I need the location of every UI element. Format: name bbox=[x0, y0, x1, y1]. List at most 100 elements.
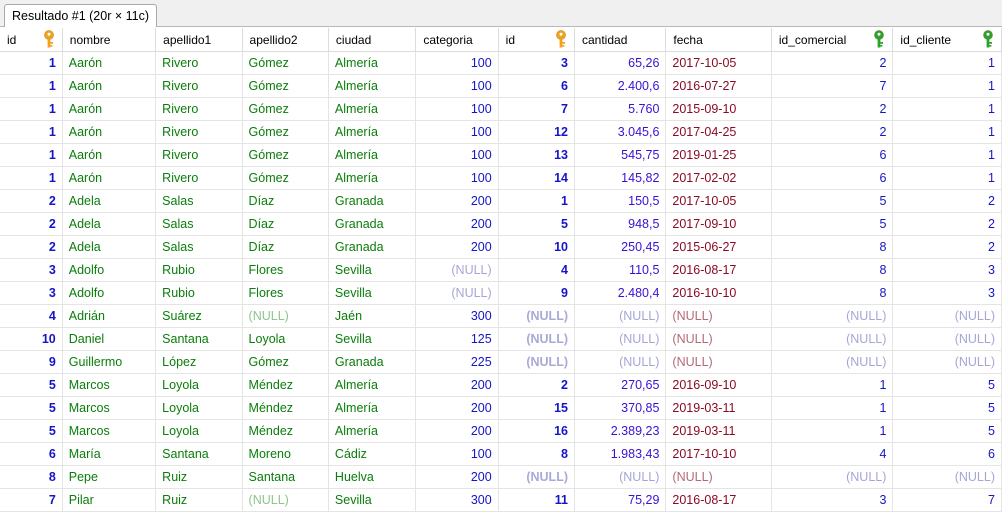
cell-id[interactable]: 8 bbox=[0, 465, 63, 489]
cell-id[interactable]: 1 bbox=[0, 74, 63, 98]
cell-fecha[interactable]: 2017-10-05 bbox=[665, 51, 772, 75]
cell-categoria[interactable]: 200 bbox=[415, 235, 499, 259]
cell-id-2[interactable]: 4 bbox=[498, 258, 576, 282]
cell-nombre[interactable]: Aarón bbox=[62, 143, 157, 167]
result-tab[interactable]: Resultado #1 (20r × 11c) bbox=[4, 4, 157, 27]
table-row[interactable]: 6 María Santana Moreno Cádiz 100 8 1.983,43 2017… bbox=[0, 442, 1002, 466]
cell-categoria[interactable]: 300 bbox=[415, 304, 499, 328]
cell-id[interactable]: 5 bbox=[0, 373, 63, 397]
cell-id-2[interactable]: 7 bbox=[498, 97, 576, 121]
cell-nombre[interactable]: Aarón bbox=[62, 166, 157, 190]
cell-apellido2[interactable]: Méndez bbox=[242, 419, 329, 443]
cell-id-comercial[interactable]: 1 bbox=[771, 419, 894, 443]
cell-id[interactable]: 1 bbox=[0, 120, 63, 144]
cell-categoria[interactable]: 100 bbox=[415, 120, 499, 144]
cell-ciudad[interactable]: Almería bbox=[328, 419, 417, 443]
cell-ciudad[interactable]: Sevilla bbox=[328, 488, 417, 512]
cell-fecha[interactable]: (NULL) bbox=[665, 327, 772, 351]
cell-id[interactable]: 3 bbox=[0, 258, 63, 282]
cell-categoria[interactable]: 200 bbox=[415, 373, 499, 397]
cell-cantidad[interactable]: 3.045,6 bbox=[574, 120, 667, 144]
cell-id-cliente[interactable]: 1 bbox=[892, 97, 1002, 121]
cell-categoria[interactable]: 100 bbox=[415, 442, 499, 466]
cell-id-cliente[interactable]: 1 bbox=[892, 120, 1002, 144]
cell-id-cliente[interactable]: (NULL) bbox=[892, 304, 1002, 328]
table-row[interactable]: 4 Adrián Suárez (NULL) Jaén 300 (NULL) (NULL) (N… bbox=[0, 304, 1002, 328]
cell-fecha[interactable]: 2016-08-17 bbox=[665, 258, 772, 282]
cell-categoria[interactable]: 200 bbox=[415, 212, 499, 236]
cell-id-cliente[interactable]: (NULL) bbox=[892, 350, 1002, 374]
cell-id-cliente[interactable]: 3 bbox=[892, 281, 1002, 305]
cell-ciudad[interactable]: Granada bbox=[328, 212, 417, 236]
cell-id-2[interactable]: (NULL) bbox=[498, 327, 576, 351]
cell-apellido2[interactable]: Díaz bbox=[242, 235, 329, 259]
cell-categoria[interactable]: 100 bbox=[415, 74, 499, 98]
cell-id[interactable]: 3 bbox=[0, 281, 63, 305]
cell-fecha[interactable]: 2019-03-11 bbox=[665, 419, 772, 443]
cell-apellido1[interactable]: Rivero bbox=[155, 143, 243, 167]
cell-id-2[interactable]: 10 bbox=[498, 235, 576, 259]
table-row[interactable]: 1 Aarón Rivero Gómez Almería 100 7 5.760 2015-09… bbox=[0, 97, 1002, 121]
cell-nombre[interactable]: María bbox=[62, 442, 157, 466]
cell-nombre[interactable]: Pepe bbox=[62, 465, 157, 489]
cell-apellido1[interactable]: Rivero bbox=[155, 120, 243, 144]
cell-id-comercial[interactable]: 2 bbox=[771, 120, 894, 144]
cell-fecha[interactable]: 2019-03-11 bbox=[665, 396, 772, 420]
cell-id[interactable]: 4 bbox=[0, 304, 63, 328]
cell-id-comercial[interactable]: 7 bbox=[771, 74, 894, 98]
table-row[interactable]: 1 Aarón Rivero Gómez Almería 100 3 65,26 2017-10… bbox=[0, 51, 1002, 75]
cell-ciudad[interactable]: Almería bbox=[328, 51, 417, 75]
cell-apellido2[interactable]: (NULL) bbox=[242, 488, 329, 512]
cell-nombre[interactable]: Pilar bbox=[62, 488, 157, 512]
cell-apellido1[interactable]: Loyola bbox=[155, 419, 243, 443]
cell-apellido1[interactable]: Salas bbox=[155, 212, 243, 236]
cell-ciudad[interactable]: Huelva bbox=[328, 465, 417, 489]
cell-apellido1[interactable]: Rivero bbox=[155, 166, 243, 190]
cell-id-cliente[interactable]: 1 bbox=[892, 51, 1002, 75]
cell-id-comercial[interactable]: 5 bbox=[771, 189, 894, 213]
cell-id-cliente[interactable]: 2 bbox=[892, 212, 1002, 236]
cell-apellido2[interactable]: Gómez bbox=[242, 166, 329, 190]
cell-id[interactable]: 1 bbox=[0, 166, 63, 190]
cell-nombre[interactable]: Marcos bbox=[62, 419, 157, 443]
cell-id-cliente[interactable]: 7 bbox=[892, 488, 1002, 512]
cell-id[interactable]: 6 bbox=[0, 442, 63, 466]
cell-id-2[interactable]: 3 bbox=[498, 51, 576, 75]
cell-fecha[interactable]: 2017-10-05 bbox=[665, 189, 772, 213]
cell-cantidad[interactable]: (NULL) bbox=[574, 350, 667, 374]
cell-categoria[interactable]: 200 bbox=[415, 465, 499, 489]
cell-cantidad[interactable]: 948,5 bbox=[574, 212, 667, 236]
cell-ciudad[interactable]: Almería bbox=[328, 143, 417, 167]
cell-categoria[interactable]: 100 bbox=[415, 166, 499, 190]
cell-id-2[interactable]: (NULL) bbox=[498, 304, 576, 328]
column-header-id[interactable]: id bbox=[0, 28, 63, 52]
cell-fecha[interactable]: 2019-01-25 bbox=[665, 143, 772, 167]
cell-apellido2[interactable]: Moreno bbox=[242, 442, 329, 466]
table-row[interactable]: 1 Aarón Rivero Gómez Almería 100 6 2.400,6 2016-… bbox=[0, 74, 1002, 98]
cell-id-cliente[interactable]: 2 bbox=[892, 235, 1002, 259]
cell-nombre[interactable]: Adela bbox=[62, 189, 157, 213]
cell-id-2[interactable]: 2 bbox=[498, 373, 576, 397]
cell-id-comercial[interactable]: 8 bbox=[771, 235, 894, 259]
cell-fecha[interactable]: (NULL) bbox=[665, 304, 772, 328]
cell-id-cliente[interactable]: 5 bbox=[892, 373, 1002, 397]
column-header-apellido2[interactable]: apellido2 bbox=[242, 28, 329, 52]
cell-cantidad[interactable]: 145,82 bbox=[574, 166, 667, 190]
cell-categoria[interactable]: 125 bbox=[415, 327, 499, 351]
cell-nombre[interactable]: Aarón bbox=[62, 74, 157, 98]
cell-fecha[interactable]: 2017-02-02 bbox=[665, 166, 772, 190]
cell-fecha[interactable]: 2017-04-25 bbox=[665, 120, 772, 144]
cell-apellido1[interactable]: Rivero bbox=[155, 97, 243, 121]
cell-id-2[interactable]: 8 bbox=[498, 442, 576, 466]
cell-ciudad[interactable]: Almería bbox=[328, 373, 417, 397]
cell-ciudad[interactable]: Almería bbox=[328, 74, 417, 98]
cell-nombre[interactable]: Marcos bbox=[62, 396, 157, 420]
cell-id-cliente[interactable]: 1 bbox=[892, 166, 1002, 190]
cell-id-comercial[interactable]: 1 bbox=[771, 373, 894, 397]
cell-categoria[interactable]: 225 bbox=[415, 350, 499, 374]
cell-categoria[interactable]: (NULL) bbox=[415, 258, 499, 282]
cell-ciudad[interactable]: Jaén bbox=[328, 304, 417, 328]
cell-ciudad[interactable]: Sevilla bbox=[328, 281, 417, 305]
cell-ciudad[interactable]: Granada bbox=[328, 350, 417, 374]
table-row[interactable]: 5 Marcos Loyola Méndez Almería 200 2 270,65 2016… bbox=[0, 373, 1002, 397]
